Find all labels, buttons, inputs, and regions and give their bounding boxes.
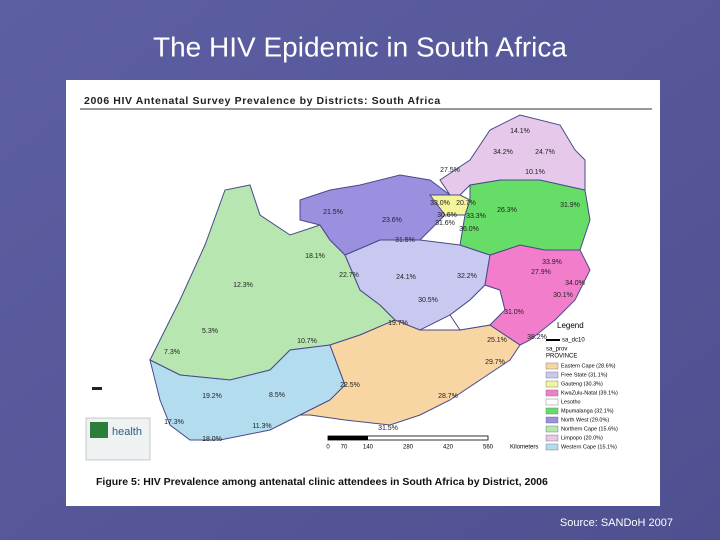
province <box>429 194 471 216</box>
scale-label: 140 <box>363 445 374 451</box>
provinces <box>149 114 591 441</box>
legend-label: Eastern Cape (28.6%) <box>561 363 616 369</box>
scale-bar: 0 70 140 280 420 560 Kilometers <box>326 435 538 451</box>
district-label: 33.0% <box>430 200 450 207</box>
legend-swatch <box>545 416 559 424</box>
district-label: 18.1% <box>305 253 325 260</box>
district-label: 36.0% <box>459 226 479 233</box>
district-label: 33.9% <box>542 259 562 266</box>
legend-swatch <box>545 443 559 451</box>
scale-label: 280 <box>403 445 414 451</box>
scale-rect <box>328 436 368 440</box>
district-label: 29.7% <box>485 359 505 366</box>
district-label: 31.5% <box>378 425 398 432</box>
district-label: 19.2% <box>202 393 222 400</box>
district-label: 10.1% <box>525 169 545 176</box>
district-label: 31.9% <box>560 202 580 209</box>
district-label: 22.5% <box>340 382 360 389</box>
legend-label: Free State (31.1%) <box>561 372 608 378</box>
district-label: 30.1% <box>553 292 573 299</box>
legend-swatch <box>545 434 559 442</box>
district-label: 31.6% <box>435 220 455 227</box>
district-label: 23.6% <box>382 217 402 224</box>
district-label: 27.5% <box>440 167 460 174</box>
legend: Legend sa_dc10 sa_prov PROVINCE Eastern … <box>545 321 618 451</box>
province <box>299 174 451 256</box>
district-label: 24.1% <box>396 274 416 281</box>
district-label: 27.9% <box>531 269 551 276</box>
scale-label: 420 <box>443 445 454 451</box>
legend-swatch <box>545 371 559 379</box>
district-label: 14.1% <box>510 128 530 135</box>
slide-title: The HIV Epidemic in South Africa <box>153 31 567 62</box>
legend-label: Limpopo (20.0%) <box>561 435 603 441</box>
logo-text: health <box>112 426 142 438</box>
legend-layer: sa_dc10 <box>562 338 585 344</box>
legend-swatch <box>545 407 559 415</box>
district-label: 31.0% <box>504 309 524 316</box>
legend-label: Lesotho <box>561 399 581 405</box>
legend-layer: sa_prov <box>546 347 567 353</box>
district-label: 33.3% <box>466 213 486 220</box>
legend-label: Gauteng (30.3%) <box>561 381 603 387</box>
district-labels: 14.1% 34.2% 24.7% 27.5% 10.1% 33.0% 20.7% 21.5%… <box>164 128 585 443</box>
district-label: 25.1% <box>487 337 507 344</box>
legend-swatch <box>545 362 559 370</box>
district-label: 7.3% <box>164 349 180 356</box>
district-label: 34.0% <box>565 280 585 287</box>
district-label: 26.3% <box>497 207 517 214</box>
district-label: 28.7% <box>438 393 458 400</box>
legend-swatch <box>545 389 559 397</box>
district-label: 22.7% <box>339 272 359 279</box>
legend-title: Legend <box>557 321 584 330</box>
district-label: 30.5% <box>418 297 438 304</box>
district-label: 5.3% <box>202 328 218 335</box>
scale-label: Kilometers <box>510 445 538 451</box>
legend-label: Western Cape (15.1%) <box>561 444 617 450</box>
legend-label: Northern Cape (15.6%) <box>561 426 618 432</box>
district-label: 11.3% <box>252 423 271 430</box>
map-heading: 2006 HIV Antenatal Survey Prevalence by … <box>84 95 441 107</box>
district-label: 10.7% <box>297 338 317 345</box>
map-mark <box>92 387 102 390</box>
district-label: 24.7% <box>535 149 555 156</box>
district-label: 12.3% <box>233 282 253 289</box>
district-label: 17.3% <box>164 419 184 426</box>
scale-label: 560 <box>483 445 494 451</box>
district-label: 19.7% <box>388 320 408 327</box>
district-label: 32.2% <box>457 273 477 280</box>
legend-label: Mpumalanga (32.1%) <box>561 408 614 414</box>
legend-swatch <box>545 425 559 433</box>
district-label: 18.0% <box>202 436 222 443</box>
legend-swatch <box>545 398 559 406</box>
district-label: 34.2% <box>493 149 513 156</box>
scale-label: 70 <box>341 445 348 451</box>
district-label: 31.5% <box>395 237 415 244</box>
legend-label: North West (29.0%) <box>561 417 609 423</box>
province <box>439 114 586 196</box>
legend-label: KwaZulu-Natal (39.1%) <box>561 390 618 396</box>
district-label: 30.6% <box>437 212 457 219</box>
logo-emblem <box>90 422 108 438</box>
figure-caption: Figure 5: HIV Prevalence among antenatal… <box>96 476 548 488</box>
district-label: 20.7% <box>456 200 476 207</box>
legend-field: PROVINCE <box>546 354 577 360</box>
legend-swatch <box>545 380 559 388</box>
scale-label: 0 <box>326 445 330 451</box>
district-label: 38.2% <box>527 334 547 341</box>
district-label: 21.5% <box>323 209 343 216</box>
district-label: 8.5% <box>269 392 285 399</box>
source: Source: SANDoH 2007 <box>560 517 673 529</box>
